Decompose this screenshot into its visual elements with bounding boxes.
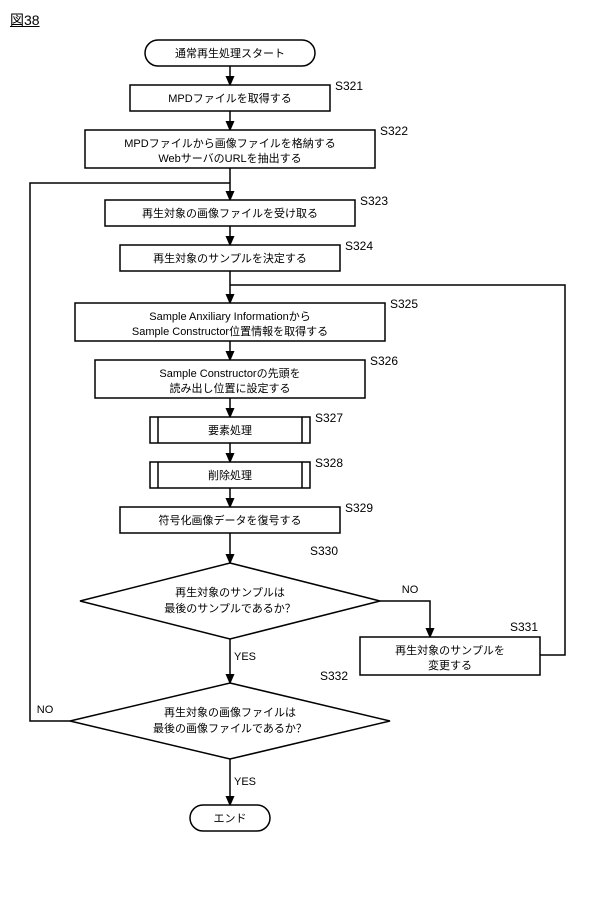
svg-text:S324: S324 (345, 239, 373, 253)
svg-text:MPDファイルを取得する: MPDファイルを取得する (168, 92, 291, 105)
edge-yes-s332: YES (234, 776, 256, 788)
step-s328: 削除処理 S328 (150, 456, 343, 488)
svg-text:読み出し位置に設定する: 読み出し位置に設定する (170, 381, 291, 395)
edge-yes-s330: YES (234, 651, 256, 663)
step-s324: 再生対象のサンプルを決定する S324 (120, 239, 373, 271)
svg-text:Sample Constructor位置情報を取得する: Sample Constructor位置情報を取得する (132, 324, 328, 338)
svg-text:S326: S326 (370, 354, 398, 368)
svg-text:エンド: エンド (214, 813, 247, 825)
svg-text:S325: S325 (390, 297, 418, 311)
svg-text:S327: S327 (315, 411, 343, 425)
svg-text:S330: S330 (310, 544, 338, 558)
svg-text:再生対象のサンプルを決定する: 再生対象のサンプルを決定する (153, 251, 307, 265)
svg-text:再生対象の画像ファイルは: 再生対象の画像ファイルは (164, 705, 296, 719)
svg-text:通常再生処理スタート: 通常再生処理スタート (175, 46, 285, 60)
svg-text:再生対象の画像ファイルを受け取る: 再生対象の画像ファイルを受け取る (142, 206, 318, 220)
figure-label: 図38 (10, 10, 591, 30)
svg-text:MPDファイルから画像ファイルを格納する: MPDファイルから画像ファイルを格納する (124, 136, 335, 150)
step-s321: MPDファイルを取得する S321 (130, 79, 363, 111)
step-s329: 符号化画像データを復号する S329 (120, 501, 373, 533)
flowchart: 通常再生処理スタート MPDファイルを取得する S321 MPDファイルから画像… (10, 35, 581, 905)
svg-text:再生対象のサンプルを: 再生対象のサンプルを (395, 643, 505, 657)
svg-text:変更する: 変更する (428, 658, 472, 672)
svg-text:S331: S331 (510, 620, 538, 634)
step-s323: 再生対象の画像ファイルを受け取る S323 (105, 194, 388, 226)
svg-text:最後のサンプルであるか？: 最後のサンプルであるか？ (164, 601, 296, 615)
svg-text:S328: S328 (315, 456, 343, 470)
step-s326: Sample Constructorの先頭を 読み出し位置に設定する S326 (95, 354, 398, 398)
svg-text:WebサーバのURLを抽出する: WebサーバのURLを抽出する (158, 151, 301, 165)
step-s325: Sample Anxiliary Informationから Sample Co… (75, 297, 418, 341)
svg-text:再生対象のサンプルは: 再生対象のサンプルは (175, 585, 285, 599)
svg-text:Sample Anxiliary Informationから: Sample Anxiliary Informationから (149, 310, 310, 323)
edge-no-s330: NO (402, 584, 419, 596)
step-s331: 再生対象のサンプルを 変更する S331 (360, 620, 540, 675)
svg-text:要素処理: 要素処理 (208, 424, 252, 437)
svg-text:S323: S323 (360, 194, 388, 208)
svg-text:Sample Constructorの先頭を: Sample Constructorの先頭を (159, 367, 300, 380)
svg-text:S329: S329 (345, 501, 373, 515)
svg-text:削除処理: 削除処理 (208, 468, 252, 482)
edge-no-s332: NO (37, 704, 54, 716)
step-s322: MPDファイルから画像ファイルを格納する WebサーバのURLを抽出する S32… (85, 124, 408, 168)
svg-text:S321: S321 (335, 79, 363, 93)
step-s327: 要素処理 S327 (150, 411, 343, 443)
decision-s332: 再生対象の画像ファイルは 最後の画像ファイルであるか？ S332 (70, 669, 390, 759)
svg-text:符号化画像データを復号する: 符号化画像データを復号する (159, 513, 302, 527)
svg-text:S332: S332 (320, 669, 348, 683)
end-node: エンド (190, 805, 270, 831)
svg-text:S322: S322 (380, 124, 408, 138)
svg-text:最後の画像ファイルであるか？: 最後の画像ファイルであるか？ (153, 721, 307, 735)
start-node: 通常再生処理スタート (145, 40, 315, 66)
